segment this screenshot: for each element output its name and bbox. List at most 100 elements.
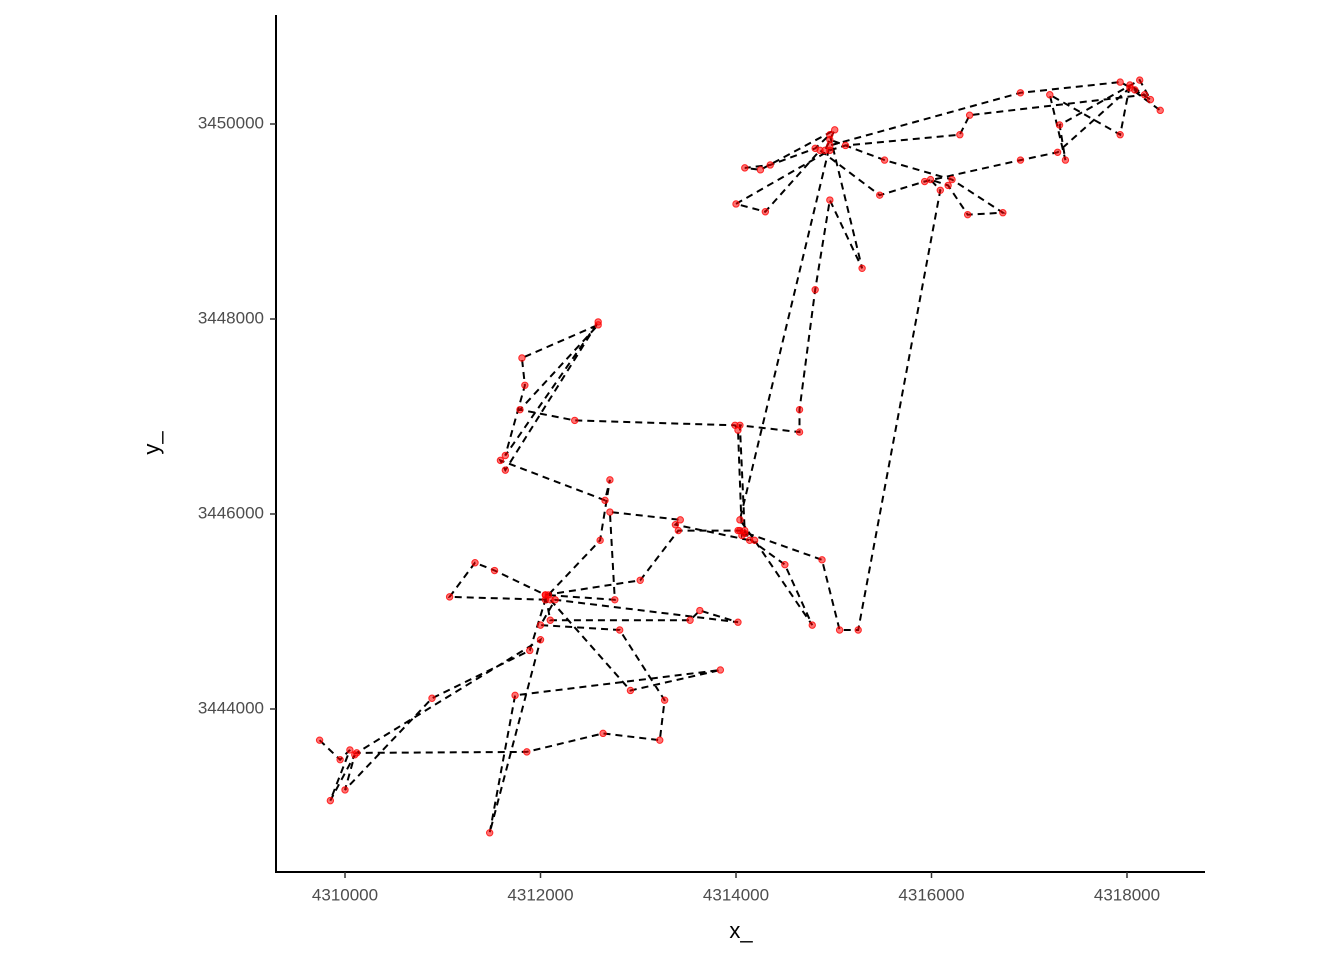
point bbox=[1016, 156, 1025, 164]
point bbox=[341, 786, 349, 794]
point bbox=[594, 321, 602, 329]
point bbox=[750, 536, 759, 545]
point bbox=[511, 691, 519, 700]
point bbox=[1116, 78, 1124, 86]
point bbox=[858, 264, 866, 272]
x-tick-label: 4314000 bbox=[703, 885, 769, 904]
track-line bbox=[318, 78, 1161, 834]
y-tick-label: 3446000 bbox=[198, 503, 264, 522]
point bbox=[353, 749, 361, 757]
point bbox=[841, 141, 850, 150]
point bbox=[944, 181, 952, 190]
point bbox=[880, 156, 889, 164]
point bbox=[636, 576, 644, 584]
point bbox=[599, 729, 607, 738]
point bbox=[826, 146, 834, 155]
point bbox=[818, 556, 826, 564]
point bbox=[686, 616, 694, 624]
point bbox=[734, 526, 742, 535]
point bbox=[516, 405, 524, 414]
x-tick-label: 4318000 bbox=[1094, 885, 1160, 904]
x-tick-label: 4312000 bbox=[507, 885, 573, 904]
point bbox=[999, 209, 1007, 217]
point bbox=[795, 405, 804, 414]
point bbox=[736, 516, 744, 524]
point bbox=[526, 646, 534, 655]
point bbox=[676, 516, 684, 524]
point bbox=[536, 621, 545, 629]
point bbox=[1140, 91, 1149, 99]
point bbox=[736, 421, 744, 429]
y-tick-label: 3444000 bbox=[198, 698, 264, 717]
point bbox=[1146, 95, 1155, 104]
point bbox=[496, 456, 505, 465]
point bbox=[674, 526, 683, 535]
point bbox=[501, 466, 510, 474]
point bbox=[490, 566, 499, 575]
point bbox=[1055, 121, 1064, 129]
point bbox=[615, 626, 624, 634]
point bbox=[732, 200, 740, 208]
point bbox=[756, 166, 765, 174]
point bbox=[626, 686, 635, 695]
point bbox=[1136, 76, 1144, 84]
point bbox=[761, 208, 770, 216]
point bbox=[826, 131, 834, 139]
x-tick-label: 4316000 bbox=[898, 885, 964, 904]
point bbox=[501, 451, 510, 460]
point bbox=[831, 126, 839, 134]
point bbox=[956, 131, 964, 139]
point bbox=[606, 508, 614, 516]
point bbox=[741, 164, 749, 172]
point bbox=[816, 146, 824, 155]
point bbox=[546, 596, 554, 604]
point bbox=[696, 606, 704, 615]
point bbox=[716, 666, 725, 674]
x-tick-label: 4310000 bbox=[312, 885, 378, 904]
point bbox=[326, 796, 335, 805]
x-axis-title: x_ bbox=[729, 918, 753, 943]
point bbox=[671, 521, 680, 529]
point bbox=[835, 626, 844, 634]
point bbox=[734, 618, 742, 626]
point bbox=[826, 196, 834, 204]
point bbox=[518, 354, 526, 362]
point bbox=[1016, 89, 1025, 97]
point bbox=[781, 560, 789, 569]
point bbox=[1053, 148, 1062, 156]
point bbox=[1046, 91, 1054, 99]
point bbox=[471, 559, 479, 567]
point bbox=[546, 616, 554, 624]
point bbox=[596, 536, 604, 545]
point bbox=[965, 111, 974, 119]
point bbox=[541, 591, 550, 599]
point bbox=[660, 696, 669, 704]
point bbox=[811, 286, 819, 294]
point bbox=[656, 736, 664, 744]
point bbox=[741, 529, 749, 538]
y-tick-label: 3448000 bbox=[198, 308, 264, 327]
point bbox=[428, 694, 436, 702]
point bbox=[854, 626, 862, 634]
point bbox=[1061, 156, 1070, 164]
point bbox=[611, 596, 619, 604]
point bbox=[1126, 84, 1134, 92]
point bbox=[536, 636, 545, 644]
point bbox=[948, 175, 956, 184]
point bbox=[315, 736, 324, 744]
point bbox=[445, 593, 454, 601]
point bbox=[808, 621, 816, 629]
y-axis-title: y_ bbox=[139, 431, 164, 455]
point bbox=[521, 381, 529, 389]
point bbox=[336, 755, 344, 764]
point bbox=[523, 748, 531, 756]
point bbox=[346, 746, 354, 754]
point bbox=[571, 416, 579, 425]
point bbox=[795, 428, 804, 436]
point bbox=[601, 496, 609, 505]
point bbox=[920, 177, 929, 186]
point bbox=[485, 829, 494, 837]
point bbox=[875, 191, 884, 199]
point bbox=[963, 210, 972, 219]
